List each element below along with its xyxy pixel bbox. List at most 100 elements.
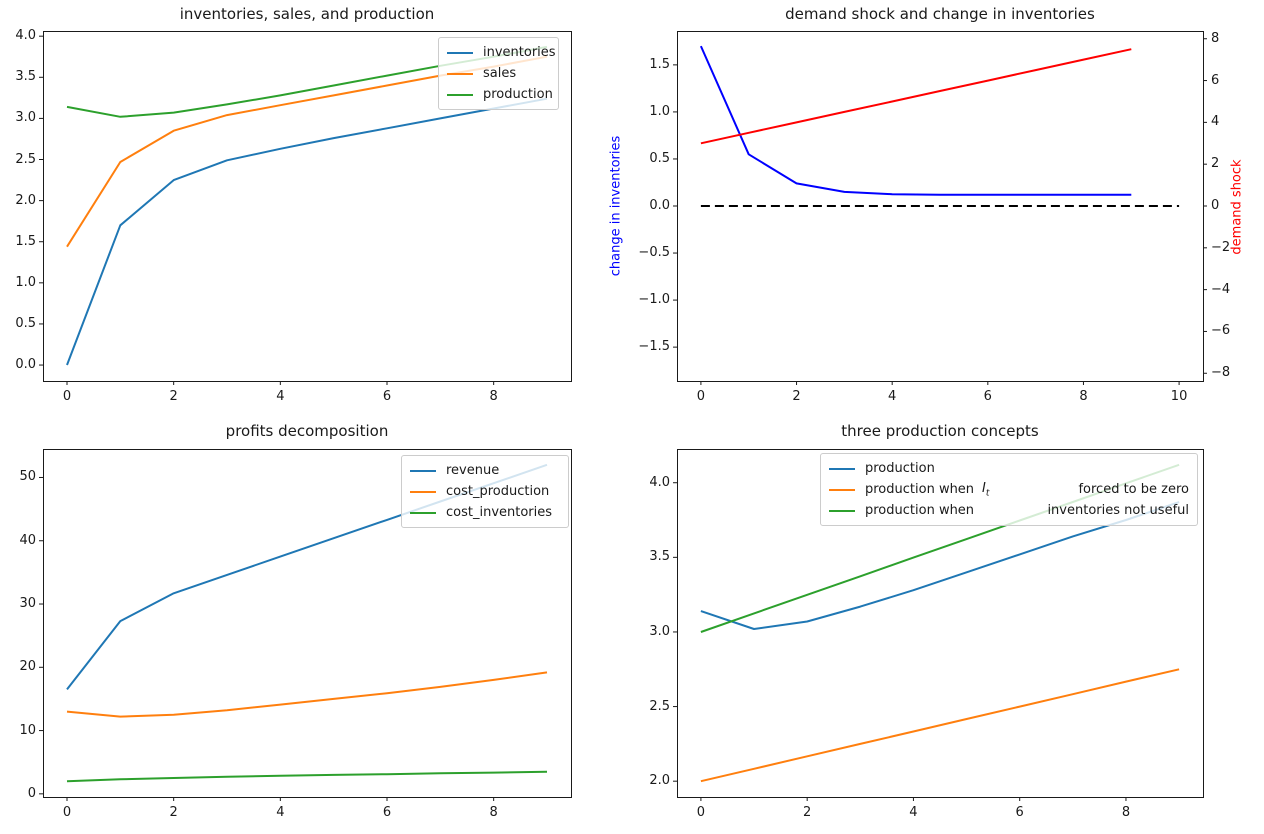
- y-tick-label: 1.0: [15, 274, 36, 290]
- y-tick-label: 30: [19, 596, 36, 612]
- legend-item: revenue: [410, 460, 560, 481]
- x-tick-label: 8: [1079, 389, 1088, 404]
- legend-item: production when inventories not useful: [829, 500, 1189, 521]
- y-tick-label: 0.0: [15, 357, 36, 373]
- legend-line-swatch: [447, 72, 473, 75]
- x-tick-label: 6: [983, 389, 992, 404]
- y-tick-label: 1.5: [15, 233, 36, 249]
- plot-svg: [673, 31, 1207, 385]
- x-tick-label: 0: [696, 389, 706, 404]
- y-tick-label: 2.0: [649, 773, 670, 789]
- y-tick-label: 0.0: [649, 198, 670, 213]
- y-tick-label: 50: [19, 469, 36, 485]
- y-tick-label-right: 6: [1211, 72, 1220, 88]
- legend-label: production when: [865, 503, 975, 518]
- legend-line-swatch: [410, 511, 436, 514]
- legend: production production when It forced to be …: [820, 453, 1198, 526]
- y-tick-label-right: 0: [1211, 198, 1220, 213]
- legend-item: cost_production: [410, 481, 560, 502]
- x-tick-label: 0: [62, 389, 72, 404]
- y-tick-label: 1.5: [649, 56, 670, 72]
- y-tick-label: 2.5: [15, 151, 36, 167]
- x-tick-label: 0: [62, 805, 72, 820]
- legend-label: inventories: [483, 45, 556, 60]
- legend-line-swatch: [410, 490, 436, 493]
- x-tick-label: 2: [169, 389, 178, 404]
- x-tick-label: 8: [1121, 805, 1131, 820]
- legend-label: sales: [483, 66, 517, 81]
- legend-item: production: [829, 458, 1189, 479]
- legend-line-swatch: [447, 51, 473, 54]
- series-production: [700, 501, 1180, 630]
- series-demand-shock: [700, 48, 1132, 145]
- legend-label: production when: [865, 482, 975, 497]
- legend-label: production: [483, 87, 553, 102]
- y-tick-label: 0.5: [15, 315, 36, 331]
- legend-line-swatch: [829, 467, 855, 470]
- y-tick-label: 3.5: [15, 69, 36, 85]
- y-tick-label: 40: [19, 532, 36, 548]
- x-tick-label: 4: [276, 389, 285, 404]
- legend: inventories sales production: [438, 37, 559, 110]
- y-tick-label: 3.0: [649, 623, 670, 639]
- y-tick-label: −1.5: [638, 339, 670, 355]
- legend-item: inventories: [447, 42, 556, 63]
- y-tick-label: 4.0: [649, 474, 670, 490]
- legend-label: production: [865, 461, 935, 476]
- chart-title: demand shock and change in inventories: [785, 5, 1095, 23]
- x-tick-label: 6: [1015, 805, 1024, 820]
- legend-line-swatch: [829, 488, 855, 491]
- legend-label: cost_production: [446, 484, 550, 499]
- axes-frame: [677, 31, 1204, 382]
- x-tick-label: 6: [382, 389, 392, 404]
- x-tick-label: 4: [909, 805, 918, 820]
- x-tick-label: 8: [489, 805, 498, 820]
- y-tick-label: 3.5: [649, 549, 670, 565]
- series-change-in-inventories: [699, 45, 1132, 196]
- series-production-when-i-t-forced-to-be-zero: [700, 668, 1180, 783]
- legend-line-swatch: [410, 469, 436, 472]
- legend-item: production when It forced to be zero: [829, 479, 1189, 500]
- y-tick-label-right: −6: [1211, 323, 1231, 339]
- series-cost-production: [66, 671, 548, 718]
- legend-math-symbol: It: [982, 480, 990, 499]
- legend-line-swatch: [447, 93, 473, 96]
- x-tick-label: 8: [489, 389, 498, 404]
- y-tick-label-right: −4: [1211, 281, 1231, 297]
- axes-frame: [677, 449, 1204, 798]
- subplot-inventories-sales-production: inventories, sales, and production 0 2 4 6 8…: [0, 0, 632, 417]
- x-tick-label: 2: [792, 389, 801, 404]
- y-tick-label: 1.0: [649, 103, 670, 119]
- series-cost-inventories: [66, 770, 548, 783]
- legend-item: production: [447, 84, 553, 105]
- y-tick-label: −1.0: [638, 292, 670, 308]
- legend-label-2: inventories not useful: [1047, 503, 1189, 518]
- y-tick-label: 0: [27, 785, 36, 801]
- y-tick-label: 10: [19, 722, 36, 738]
- x-tick-label: 2: [169, 805, 178, 820]
- legend-item: sales: [447, 63, 550, 84]
- x-tick-label: 4: [276, 805, 285, 820]
- y-tick-label-right: 8: [1211, 30, 1220, 46]
- subplot-profits-decomposition: profits decomposition 0 2 4 6 8 0 10 20 30 40 50 re…: [0, 417, 632, 834]
- y-tick-label-right: −8: [1211, 365, 1231, 381]
- y-tick-label-right: 2: [1211, 156, 1220, 172]
- y-tick-label: 0.5: [649, 150, 670, 166]
- legend: revenue cost_production cost_inventories: [401, 455, 569, 528]
- axes-frame: [43, 31, 572, 382]
- chart-title: profits decomposition: [225, 422, 389, 440]
- chart-title: three production concepts: [841, 422, 1039, 440]
- legend-label: cost_inventories: [446, 505, 553, 520]
- x-tick-label: 6: [382, 805, 392, 820]
- legend-item: cost_inventories: [410, 502, 560, 523]
- axes-frame: [43, 449, 572, 798]
- series-inventories: [66, 97, 548, 366]
- y-tick-label: 2.0: [15, 192, 36, 208]
- x-tick-label: 10: [1170, 389, 1188, 404]
- x-tick-label: 0: [696, 805, 706, 820]
- legend-line-swatch: [829, 509, 855, 512]
- subplot-three-production-concepts: three production concepts 0 2 4 6 8 2.0 2.5 3.0…: [632, 417, 1264, 834]
- y-tick-label-right: −2: [1211, 239, 1231, 255]
- x-tick-label: 2: [803, 805, 812, 820]
- y-tick-label: 20: [19, 659, 36, 675]
